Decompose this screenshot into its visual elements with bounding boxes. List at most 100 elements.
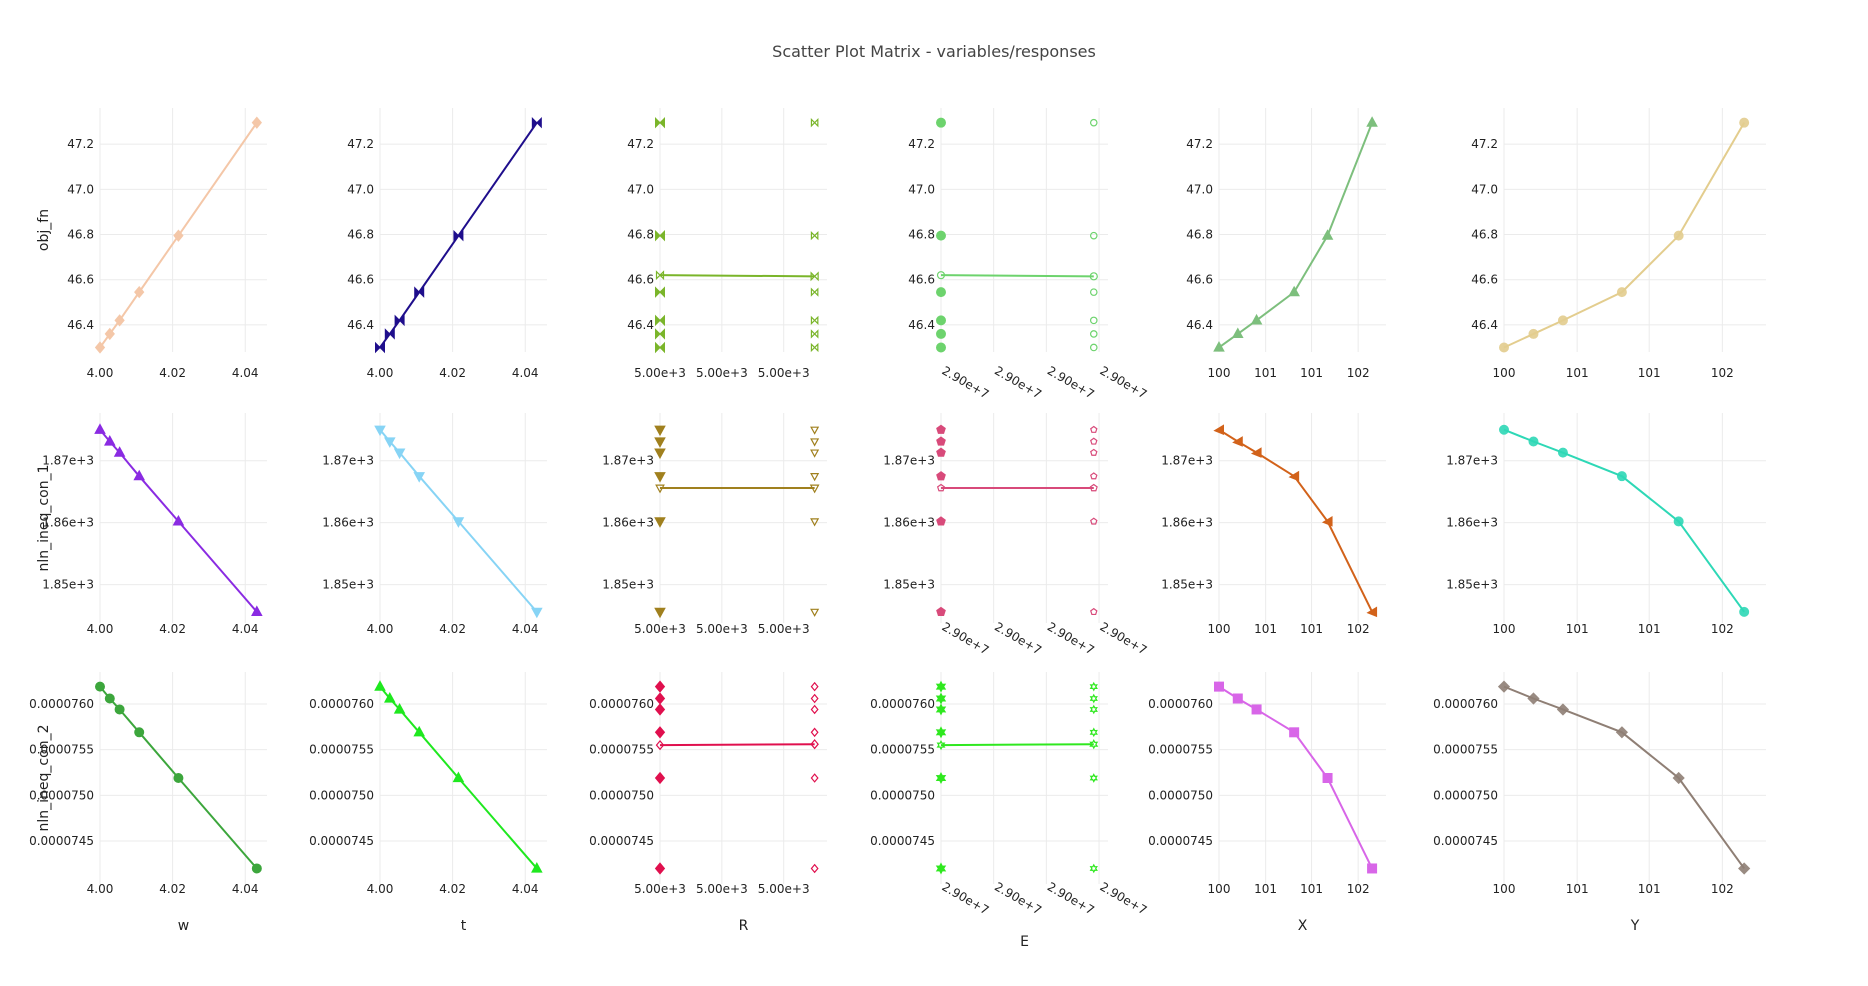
data-point [104,693,115,704]
data-point [1089,316,1098,325]
data-point [94,341,106,354]
data-point [655,314,665,327]
y-tick-label: 0.0000750 [589,788,654,802]
data-point [1090,437,1098,445]
data-point [1499,342,1509,353]
data-point [1089,330,1098,338]
y-tick-label: 1.87e+3 [42,454,94,468]
data-point [251,116,262,129]
x-axis-label: w [178,918,189,934]
x-tick-label: 100 [1493,366,1516,380]
x-tick-label: 2.90e+7 [1098,363,1150,401]
data-point [1738,862,1751,875]
data-point [810,681,819,692]
data-point [655,341,665,354]
x-tick-label: 4.00 [87,622,114,636]
data-point [655,484,665,494]
data-point [1250,313,1263,325]
x-tick-label: 101 [1300,622,1323,636]
y-tick-label: 1.86e+3 [42,516,94,530]
y-tick-label: 1.86e+3 [322,516,374,530]
data-point [375,341,385,354]
data-point [654,726,666,739]
y-tick-label: 0.0000760 [870,697,935,711]
y-tick-label: 47.2 [1186,137,1213,151]
x-axis-label: Y [1630,918,1640,934]
x-tick-label: 101 [1566,622,1589,636]
data-point [173,229,184,242]
data-point [1556,703,1570,716]
data-point [810,608,820,617]
data-point [1090,425,1098,433]
data-point [1321,516,1333,527]
x-tick-label: 101 [1300,882,1323,896]
x-tick-label: 101 [1254,882,1277,896]
data-point [384,437,396,448]
y-tick-label: 46.8 [347,228,374,242]
data-point [413,725,426,737]
y-tick-label: 46.8 [1471,228,1498,242]
data-point [95,681,105,692]
data-point [1528,328,1539,339]
data-point [810,518,820,527]
x-tick-label: 100 [1208,366,1231,380]
y-tick-label: 46.4 [627,318,654,332]
data-point [935,862,947,875]
x-tick-label: 5.00e+3 [696,366,748,380]
data-point [810,230,819,241]
data-point [1250,447,1262,458]
data-point [936,328,946,339]
data-point [936,117,946,128]
y-tick-label: 0.0000745 [870,834,935,848]
y-tick-label: 47.0 [908,182,935,196]
y-tick-label: 0.0000755 [589,743,654,757]
data-point [810,704,819,715]
chart-title: Scatter Plot Matrix - variables/response… [772,42,1096,61]
data-point [453,229,464,242]
data-point [1089,343,1098,352]
x-tick-label: 4.00 [367,882,394,896]
data-point [393,448,406,460]
x-tick-label: 4.02 [439,882,466,896]
data-point [1673,516,1684,527]
y-tick-label: 0.0000760 [309,697,374,711]
data-point [1090,607,1098,616]
x-tick-label: 2.90e+7 [1045,619,1097,657]
data-point [1231,327,1244,339]
data-point [935,680,947,693]
data-point [1214,681,1224,692]
data-point [810,118,819,128]
y-tick-label: 1.85e+3 [322,578,374,592]
data-point [654,680,666,693]
data-point [414,286,425,298]
series-line [1218,428,1373,613]
x-tick-label: 5.00e+3 [696,882,748,896]
y-tick-label: 0.0000745 [1148,834,1213,848]
series-line [1503,122,1746,349]
y-tick-label: 1.85e+3 [883,578,935,592]
x-tick-label: 100 [1493,622,1516,636]
data-point [452,517,465,528]
data-point [1090,448,1098,456]
x-tick-label: 2.90e+7 [940,879,992,917]
x-tick-label: 4.00 [87,366,114,380]
y-tick-label: 47.2 [1471,137,1498,151]
y-tick-label: 0.0000745 [589,834,654,848]
data-point [114,314,125,327]
y-tick-label: 47.0 [627,182,654,196]
y-tick-label: 1.87e+3 [322,454,374,468]
data-point [654,437,666,448]
x-tick-label: 2.90e+7 [940,619,992,657]
data-point [1232,436,1243,447]
x-tick-label: 100 [1208,882,1231,896]
y-tick-label: 46.6 [347,273,374,287]
data-point [810,773,819,783]
data-point [1090,472,1098,480]
y-tick-label: 0.0000755 [29,743,94,757]
data-point [531,607,543,619]
data-point [654,607,666,619]
y-tick-label: 1.85e+3 [1161,578,1213,592]
data-point [134,285,145,299]
data-point [810,287,819,297]
